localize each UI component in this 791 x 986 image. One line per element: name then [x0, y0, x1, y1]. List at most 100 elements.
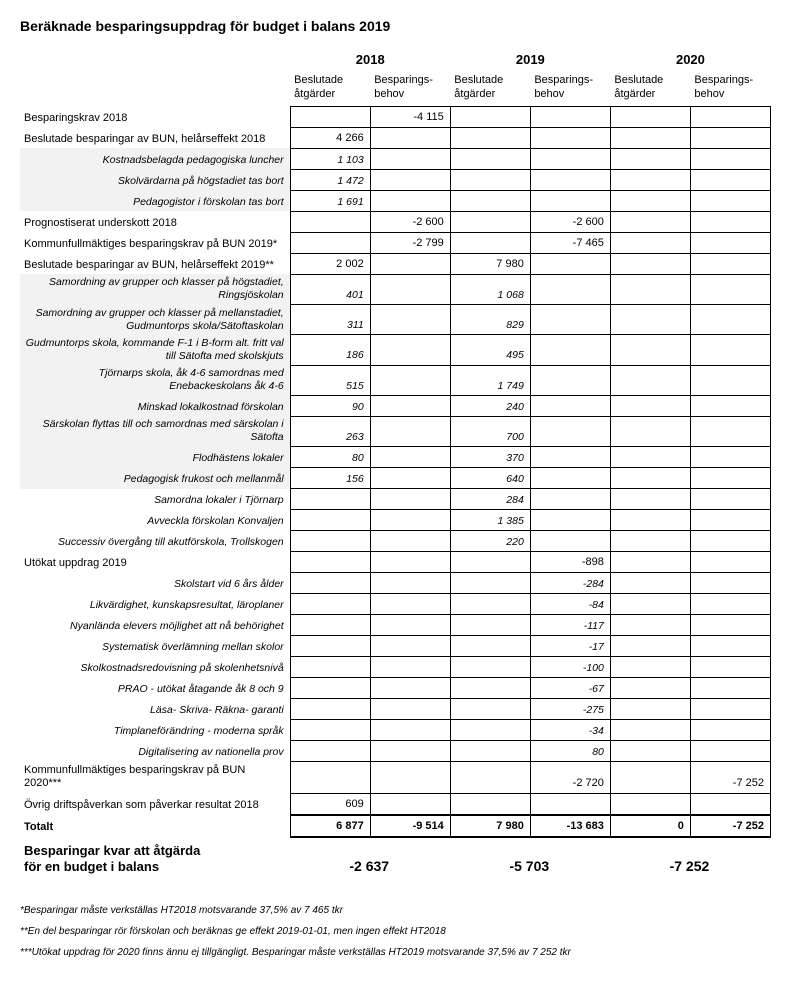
row-label: Flodhästens lokaler [20, 447, 290, 468]
cell-value [530, 335, 610, 365]
cell-value [290, 657, 370, 678]
row-label: Kommunfullmäktiges besparingskrav på BUN… [20, 762, 290, 794]
cell-value [370, 169, 450, 190]
page-title: Beräknade besparingsuppdrag för budget i… [20, 18, 771, 34]
cell-value [690, 253, 770, 274]
cell-value [610, 416, 690, 446]
row-label: Prognostiserat underskott 2018 [20, 211, 290, 232]
cell-value [450, 552, 530, 573]
cell-value [370, 305, 450, 335]
cell-value [370, 395, 450, 416]
cell-value [370, 552, 450, 573]
cell-value: 700 [450, 416, 530, 446]
cell-value: -84 [530, 594, 610, 615]
cell-value [690, 274, 770, 304]
cell-value: -34 [530, 720, 610, 741]
cell-value [610, 169, 690, 190]
cell-value [690, 678, 770, 699]
cell-value: 4 266 [290, 127, 370, 148]
cell-value [370, 127, 450, 148]
cell-value: -2 720 [530, 762, 610, 794]
cell-value [610, 232, 690, 253]
cell-value: -100 [530, 657, 610, 678]
cell-value: -2 799 [370, 232, 450, 253]
cell-value [690, 573, 770, 594]
col-header: Beslutade åtgärder [290, 72, 370, 106]
cell-value: 829 [450, 305, 530, 335]
cell-value [690, 615, 770, 636]
row-label: Nyanlända elevers möjlighet att nå behör… [20, 615, 290, 636]
table-subrow: Samordning av grupper och klasser på hög… [20, 274, 771, 304]
row-label: Samordning av grupper och klasser på mel… [20, 305, 290, 335]
cell-value [530, 468, 610, 489]
cell-value [530, 395, 610, 416]
cell-value: 515 [290, 365, 370, 395]
cell-value [450, 190, 530, 211]
cell-value [690, 793, 770, 815]
cell-value: 220 [450, 531, 530, 552]
row-label: Pedagogisk frukost och mellanmål [20, 468, 290, 489]
table-subrow: Likvärdighet, kunskapsresultat, läroplan… [20, 594, 771, 615]
table-subrow: Systematisk överlämning mellan skolor-17 [20, 636, 771, 657]
cell-value [530, 127, 610, 148]
row-label: Samordning av grupper och klasser på hög… [20, 274, 290, 304]
cell-value: 1 749 [450, 365, 530, 395]
cell-value: 90 [290, 395, 370, 416]
cell-value [450, 594, 530, 615]
cell-value [690, 211, 770, 232]
row-label: Digitalisering av nationella prov [20, 741, 290, 762]
cell-value [530, 169, 610, 190]
cell-value: 80 [530, 741, 610, 762]
cell-value: 284 [450, 489, 530, 510]
cell-value: 1 103 [290, 148, 370, 169]
cell-value [450, 169, 530, 190]
table-row: Beslutade besparingar av BUN, helårseffe… [20, 127, 771, 148]
table-subrow: Minskad lokalkostnad förskolan90240 [20, 395, 771, 416]
row-label: PRAO - utökat åtagande åk 8 och 9 [20, 678, 290, 699]
row-label: Skolstart vid 6 års ålder [20, 573, 290, 594]
cell-value [370, 190, 450, 211]
footnote: ***Utökat uppdrag för 2020 finns ännu ej… [20, 947, 771, 958]
cell-value [530, 793, 610, 815]
cell-value [690, 510, 770, 531]
cell-value [610, 365, 690, 395]
cell-value [690, 169, 770, 190]
row-label: Skolkostnadsredovisning på skolenhetsniv… [20, 657, 290, 678]
cell-value [610, 447, 690, 468]
cell-value [610, 762, 690, 794]
cell-value [370, 335, 450, 365]
cell-value [370, 699, 450, 720]
cell-value [530, 531, 610, 552]
cell-value [610, 699, 690, 720]
cell-value [610, 741, 690, 762]
row-label: Kostnadsbelagda pedagogiska luncher [20, 148, 290, 169]
cell-value [610, 489, 690, 510]
cell-value [610, 274, 690, 304]
row-label: Särskolan flyttas till och samordnas med… [20, 416, 290, 446]
cell-value [450, 793, 530, 815]
cell-value [370, 148, 450, 169]
cell-value [290, 106, 370, 127]
row-label: Gudmuntorps skola, kommande F-1 i B-form… [20, 335, 290, 365]
cell-value: -7 252 [690, 762, 770, 794]
cell-value [610, 190, 690, 211]
cell-value: 156 [290, 468, 370, 489]
row-label: Successiv övergång till akutförskola, Tr… [20, 531, 290, 552]
cell-value [370, 636, 450, 657]
year-2019: 2019 [450, 50, 610, 72]
cell-value [690, 148, 770, 169]
cell-value: -275 [530, 699, 610, 720]
cell-value [610, 148, 690, 169]
cell-value [690, 489, 770, 510]
cell-value [690, 741, 770, 762]
table-row: Prognostiserat underskott 2018-2 600-2 6… [20, 211, 771, 232]
cell-value [690, 594, 770, 615]
cell-value [530, 148, 610, 169]
footnote: *Besparingar måste verkställas HT2018 mo… [20, 905, 771, 916]
table-row: Övrig driftspåverkan som påverkar result… [20, 793, 771, 815]
cell-value [290, 594, 370, 615]
table-subrow: Flodhästens lokaler80370 [20, 447, 771, 468]
cell-value [690, 335, 770, 365]
cell-value [370, 468, 450, 489]
row-label: Skolvärdarna på högstadiet tas bort [20, 169, 290, 190]
